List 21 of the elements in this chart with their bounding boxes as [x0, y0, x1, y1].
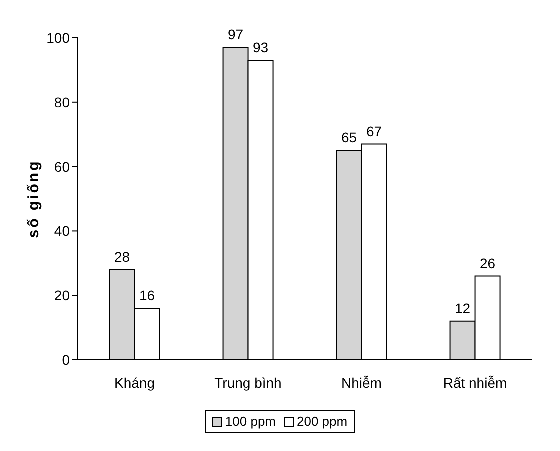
data-label: 26	[480, 255, 496, 272]
data-label: 16	[139, 287, 156, 304]
x-tick-label: Rất nhiễm	[443, 374, 508, 391]
y-axis-title: số giống	[25, 160, 42, 238]
y-tick-label: 60	[54, 158, 70, 175]
y-tick-label: 80	[54, 94, 70, 110]
data-label: 93	[252, 40, 269, 56]
x-tick-label: Nhiễm	[342, 374, 382, 391]
data-label: 67	[366, 123, 382, 140]
y-tick-label: 20	[54, 288, 70, 304]
x-tick-label: Trung bình	[214, 374, 282, 391]
data-label: 12	[454, 300, 471, 316]
data-label: 97	[228, 26, 244, 43]
y-tick-label: 40	[54, 223, 70, 240]
data-label: 28	[114, 248, 130, 265]
legend-label: 100 ppm	[225, 414, 276, 429]
y-tick-label: 100	[46, 30, 70, 46]
x-tick-label: Kháng	[114, 374, 155, 391]
data-label: 65	[341, 130, 358, 146]
y-tick-label: 0	[62, 352, 70, 368]
legend-label: 200 ppm	[297, 414, 348, 429]
